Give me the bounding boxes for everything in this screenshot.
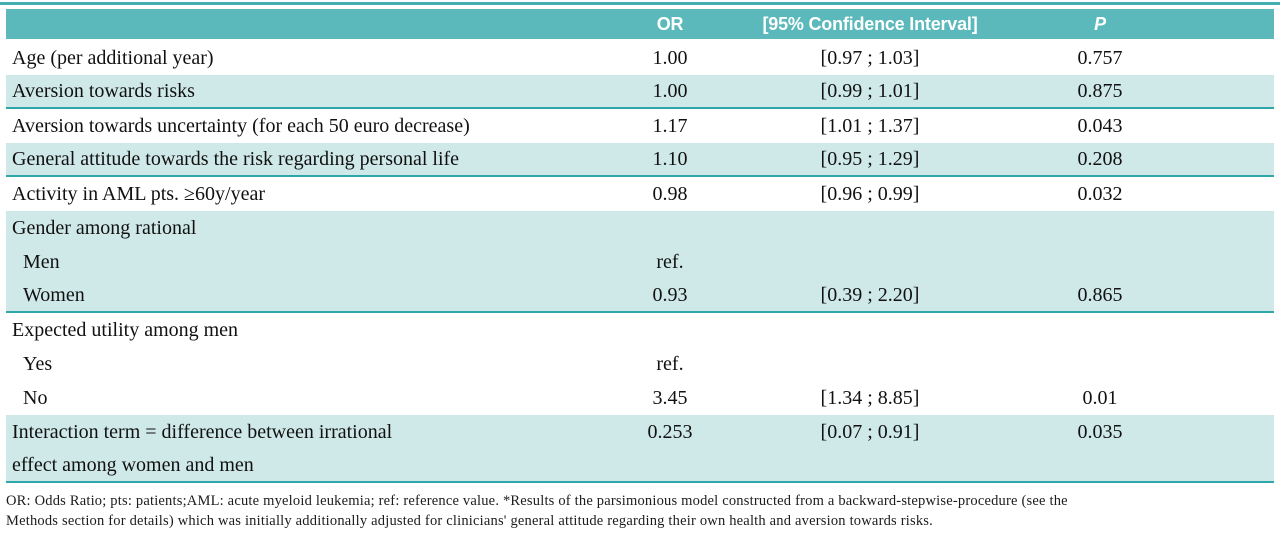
table-header-row: OR [95% Confidence Interval] P	[6, 9, 1274, 39]
table-footnote: OR: Odds Ratio; pts: patients;AML: acute…	[6, 491, 1274, 531]
table-row: Age (per additional year) 1.00 [0.97 ; 1.0…	[6, 41, 1274, 75]
table-row: Men ref.	[6, 245, 1274, 279]
column-header-ci: [95% Confidence Interval]	[762, 13, 978, 34]
or-value: 0.253	[647, 420, 693, 443]
row-label: Women	[23, 283, 85, 306]
p-value: 0.757	[1077, 46, 1123, 69]
row-label: Activity in AML pts. ≥60y/year	[12, 182, 265, 205]
or-value: 0.98	[652, 182, 688, 205]
ci-value: [1.01 ; 1.37]	[820, 114, 920, 137]
column-header-p: P	[1094, 13, 1106, 34]
p-value: 0.035	[1077, 420, 1123, 443]
table-row: Yes ref.	[6, 347, 1274, 381]
ci-value: [0.39 ; 2.20]	[820, 283, 920, 306]
ci-value: [0.97 ; 1.03]	[820, 46, 920, 69]
column-header-or: OR	[656, 13, 684, 34]
footnote-line: OR: Odds Ratio; pts: patients;AML: acute…	[6, 493, 1068, 509]
ci-value: [0.99 ; 1.01]	[820, 79, 920, 102]
table-row: Aversion towards risks 1.00 [0.99 ; 1.01] 0…	[6, 75, 1274, 109]
table-row: Expected utility among men	[6, 313, 1274, 347]
row-label: Expected utility among men	[12, 318, 239, 341]
ci-value: [0.95 ; 1.29]	[820, 147, 920, 170]
or-value: 1.10	[652, 147, 688, 170]
ci-value: [0.96 ; 0.99]	[820, 182, 920, 205]
p-value: 0.865	[1077, 283, 1123, 306]
p-value: 0.208	[1077, 147, 1123, 170]
or-value: 3.45	[652, 386, 688, 409]
table-body: Age (per additional year) 1.00 [0.97 ; 1.0…	[0, 41, 1280, 483]
row-label: Aversion towards uncertainty (for each 5…	[12, 114, 470, 137]
row-label: Interaction term = difference between ir…	[12, 420, 393, 443]
or-value: 1.00	[652, 46, 688, 69]
ci-value: [1.34 ; 8.85]	[820, 386, 920, 409]
row-label: effect among women and men	[12, 453, 254, 476]
or-value: ref.	[656, 250, 684, 273]
or-value: 1.17	[652, 114, 688, 137]
table-row: effect among women and men	[6, 449, 1274, 483]
or-value: ref.	[656, 352, 684, 375]
or-value: 0.93	[652, 283, 688, 306]
p-value: 0.875	[1077, 79, 1123, 102]
p-value: 0.043	[1077, 114, 1123, 137]
table-row: Interaction term = difference between ir…	[6, 415, 1274, 449]
table-row: No 3.45 [1.34 ; 8.85] 0.01	[6, 381, 1274, 415]
footnote-line: Methods section for details) which was i…	[6, 513, 933, 529]
row-label: Aversion towards risks	[12, 79, 195, 102]
p-value: 0.01	[1082, 386, 1118, 409]
table-row: Gender among rational	[6, 211, 1274, 245]
row-label: General attitude towards the risk regard…	[12, 147, 460, 170]
row-label: Men	[23, 250, 60, 273]
table-row: General attitude towards the risk regard…	[6, 143, 1274, 177]
row-label: Age (per additional year)	[12, 46, 214, 69]
table-row: Women 0.93 [0.39 ; 2.20] 0.865	[6, 279, 1274, 313]
row-label: No	[23, 386, 48, 409]
top-rule	[0, 2, 1280, 5]
or-value: 1.00	[652, 79, 688, 102]
table-row: Activity in AML pts. ≥60y/year 0.98 [0.96 …	[6, 177, 1274, 211]
ci-value: [0.07 ; 0.91]	[820, 420, 920, 443]
row-label: Gender among rational	[12, 216, 197, 239]
row-label: Yes	[23, 352, 53, 375]
p-value: 0.032	[1077, 182, 1123, 205]
table-row: Aversion towards uncertainty (for each 5…	[6, 109, 1274, 143]
